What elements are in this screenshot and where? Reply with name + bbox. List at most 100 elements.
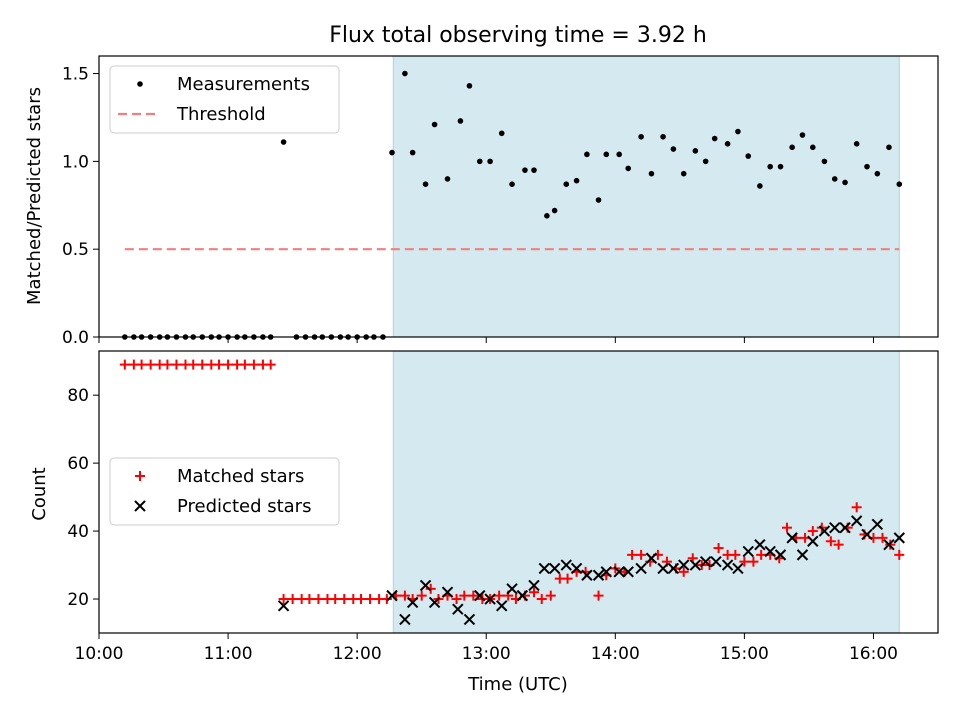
predicted-star-point xyxy=(528,579,540,592)
bottom-panel: 20 40 60 80 10:00 11:00 12:00 13:00 14:00 15:00 16… xyxy=(67,350,939,664)
predicted-star-point xyxy=(570,562,583,575)
matched-star-point xyxy=(536,594,547,605)
measurement-point xyxy=(799,132,806,138)
legend-label: Threshold xyxy=(176,104,266,125)
matched-star-point xyxy=(713,543,724,554)
predicted-star-point xyxy=(560,559,572,571)
matched-star-point xyxy=(416,590,427,601)
predicted-star-point xyxy=(592,569,605,581)
x-b xyxy=(506,583,518,595)
x-b xyxy=(839,521,851,534)
predicted-star-point xyxy=(689,559,702,571)
measurement-point xyxy=(745,153,752,159)
predicted-star-point xyxy=(516,589,529,602)
measurement-point xyxy=(522,167,528,173)
axes-frame xyxy=(98,350,939,634)
x-b xyxy=(861,528,873,541)
x-b xyxy=(699,555,712,568)
x-b xyxy=(754,538,766,551)
matched-star-point xyxy=(636,549,647,560)
x-b xyxy=(428,596,441,609)
matched-star-point xyxy=(468,590,479,601)
matched-star-point xyxy=(381,594,392,605)
x-b xyxy=(419,579,432,592)
matched-star-point xyxy=(562,573,573,584)
measurement-point xyxy=(431,121,438,128)
x-b xyxy=(399,613,411,626)
matched-star-point xyxy=(304,594,315,605)
x-b xyxy=(667,562,680,575)
x-b xyxy=(277,600,290,612)
matched-star-point xyxy=(528,587,539,598)
x-b xyxy=(622,566,634,578)
y-tick-label: 0.0 xyxy=(62,328,89,348)
measurement-point xyxy=(444,176,451,182)
matched-star-point xyxy=(119,359,130,370)
predicted-star-point xyxy=(399,613,411,626)
x-b xyxy=(560,559,572,571)
measurement-point xyxy=(702,158,709,165)
predicted-star-point xyxy=(419,579,432,592)
x-b xyxy=(441,586,454,598)
matched-star-point xyxy=(730,549,741,560)
measurement-point xyxy=(476,158,483,165)
predicted-star-point xyxy=(538,562,551,575)
x-b xyxy=(732,562,744,575)
measurement-point xyxy=(853,141,860,147)
measurement-point xyxy=(809,144,816,151)
predicted-star-point xyxy=(786,532,798,544)
x-b xyxy=(474,589,486,602)
predicted-star-point xyxy=(645,552,658,564)
y-tick-label: 80 xyxy=(67,386,89,406)
matched-star-point xyxy=(425,583,436,594)
predicted-star-point xyxy=(548,562,561,575)
legend-box xyxy=(109,65,340,134)
x-b xyxy=(764,545,776,558)
x-b xyxy=(742,545,754,558)
measurement-point xyxy=(735,128,741,135)
x-b xyxy=(548,562,561,575)
matched-star-point xyxy=(399,590,410,601)
measurement-point xyxy=(409,149,416,156)
measurement-point xyxy=(466,83,473,89)
measurement-point xyxy=(711,135,718,142)
x-b xyxy=(516,589,529,602)
matched-star-point xyxy=(248,359,259,370)
predicted-star-point xyxy=(496,600,508,612)
x-b xyxy=(678,559,690,571)
measurement-point xyxy=(886,144,892,151)
measurement-point xyxy=(509,181,515,188)
x-tick-label: 14:00 xyxy=(591,644,640,664)
measurement-point xyxy=(680,170,687,177)
predicted-star-point xyxy=(732,562,744,575)
predicted-star-point xyxy=(796,549,809,561)
matched-star-point xyxy=(239,359,250,370)
predicted-star-point xyxy=(613,566,625,578)
matched-star-point xyxy=(593,590,604,601)
predicted-star-point xyxy=(678,559,690,571)
matched-star-point xyxy=(851,502,862,513)
x-tick-label: 15:00 xyxy=(720,644,769,664)
y-tick-label: 20 xyxy=(67,590,89,610)
y-tick-label: 60 xyxy=(67,454,89,474)
matched-star-point xyxy=(278,594,289,605)
x-b xyxy=(807,535,819,547)
measurement-point xyxy=(573,177,580,184)
predicted-star-point xyxy=(699,555,712,568)
predicted-star-point xyxy=(428,596,441,609)
x-b xyxy=(613,566,625,578)
x-b xyxy=(829,521,841,534)
axes-frame xyxy=(98,55,939,338)
measurement-point xyxy=(821,158,828,165)
measurement-point xyxy=(831,176,838,182)
predicted-star-point xyxy=(463,613,476,626)
measurement-point xyxy=(457,118,464,124)
predicted-star-point xyxy=(474,589,486,602)
x-b xyxy=(871,518,884,530)
x-b xyxy=(796,549,809,561)
measurement-point xyxy=(757,183,763,189)
predicted-star-point xyxy=(622,566,634,578)
matched-star-point xyxy=(330,594,341,605)
measurement-point xyxy=(584,151,590,158)
